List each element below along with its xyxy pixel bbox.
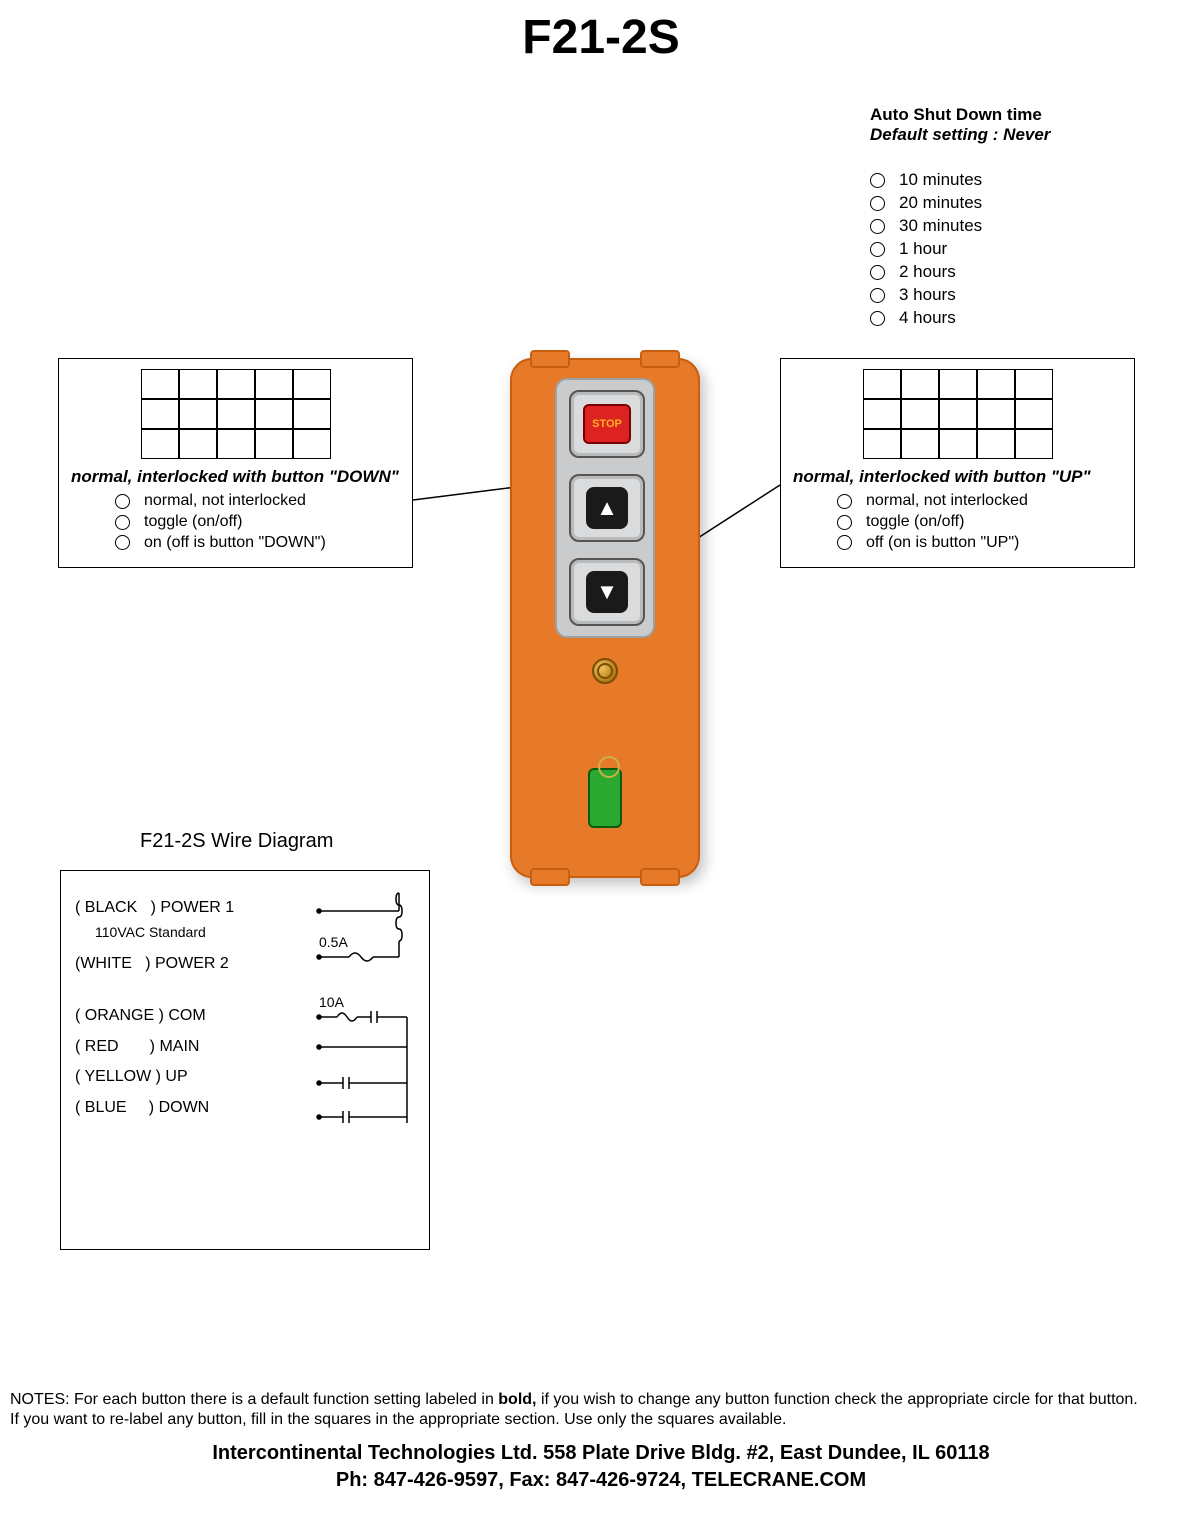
wire-line: (WHITE ) POWER 2 — [75, 949, 234, 979]
up-button[interactable]: ▲ — [569, 474, 645, 542]
mount-tab-icon — [640, 868, 680, 886]
wire-line: ( RED ) MAIN — [75, 1032, 234, 1062]
key-switch[interactable] — [588, 768, 622, 828]
autoshut-opt[interactable]: 2 hours — [870, 261, 1150, 284]
config-opt[interactable]: on (off is button "DOWN") — [115, 533, 400, 554]
wire-schematic-icon: 0.5A 10A — [289, 885, 419, 1145]
config-left-heading: normal, interlocked with button "DOWN" — [71, 467, 400, 487]
config-left-options: normal, not interlocked toggle (on/off) … — [115, 491, 400, 553]
auto-shutdown-heading: Auto Shut Down time — [870, 105, 1150, 125]
label-grid[interactable] — [863, 369, 1053, 459]
fuse-label: 0.5A — [319, 934, 348, 950]
footer-line1: Intercontinental Technologies Ltd. 558 P… — [0, 1440, 1202, 1467]
mount-tab-icon — [640, 350, 680, 368]
button-panel: STOP ▲ ▼ — [555, 378, 655, 638]
stop-button-label: STOP — [583, 404, 631, 444]
config-opt[interactable]: off (on is button "UP") — [837, 533, 1122, 554]
radio-circle-icon[interactable] — [115, 494, 130, 509]
opt-label: 2 hours — [899, 261, 956, 284]
mount-tab-icon — [530, 868, 570, 886]
autoshut-opt[interactable]: 20 minutes — [870, 192, 1150, 215]
footer: Intercontinental Technologies Ltd. 558 P… — [0, 1440, 1202, 1494]
page-title: F21-2S — [0, 10, 1202, 65]
radio-circle-icon[interactable] — [115, 515, 130, 530]
wire-line: ( BLUE ) DOWN — [75, 1093, 234, 1123]
autoshut-opt[interactable]: 3 hours — [870, 284, 1150, 307]
autoshut-opt[interactable]: 1 hour — [870, 238, 1150, 261]
radio-circle-icon[interactable] — [115, 535, 130, 550]
wire-note: 110VAC Standard — [95, 923, 234, 943]
stop-button[interactable]: STOP — [569, 390, 645, 458]
notes-text: NOTES: For each button there is a defaul… — [10, 1390, 1192, 1430]
opt-label: off (on is button "UP") — [866, 533, 1019, 554]
opt-label: 3 hours — [899, 284, 956, 307]
radio-circle-icon[interactable] — [870, 311, 885, 326]
remote-body: STOP ▲ ▼ — [510, 358, 700, 878]
down-button[interactable]: ▼ — [569, 558, 645, 626]
autoshut-opt[interactable]: 10 minutes — [870, 169, 1150, 192]
config-box-down: normal, interlocked with button "DOWN" n… — [58, 358, 413, 568]
arrow-down-icon: ▼ — [586, 571, 628, 613]
radio-circle-icon[interactable] — [870, 173, 885, 188]
radio-circle-icon[interactable] — [870, 242, 885, 257]
footer-line2: Ph: 847-426-9597, Fax: 847-426-9724, TEL… — [0, 1467, 1202, 1494]
radio-circle-icon[interactable] — [837, 515, 852, 530]
remote-illustration: STOP ▲ ▼ — [500, 348, 710, 888]
fuse-label: 10A — [319, 994, 345, 1010]
label-grid[interactable] — [141, 369, 331, 459]
config-opt[interactable]: toggle (on/off) — [837, 512, 1122, 533]
opt-label: 30 minutes — [899, 215, 982, 238]
config-opt[interactable]: toggle (on/off) — [115, 512, 400, 533]
opt-label: normal, not interlocked — [866, 491, 1028, 512]
opt-label: 4 hours — [899, 307, 956, 330]
opt-label: 1 hour — [899, 238, 947, 261]
autoshut-opt[interactable]: 30 minutes — [870, 215, 1150, 238]
wire-line: ( YELLOW ) UP — [75, 1062, 234, 1092]
opt-label: 10 minutes — [899, 169, 982, 192]
wire-line: ( BLACK ) POWER 1 — [75, 893, 234, 923]
opt-label: toggle (on/off) — [144, 512, 242, 533]
radio-circle-icon[interactable] — [837, 535, 852, 550]
opt-label: 20 minutes — [899, 192, 982, 215]
screw-icon — [592, 658, 618, 684]
autoshut-opt[interactable]: 4 hours — [870, 307, 1150, 330]
opt-label: toggle (on/off) — [866, 512, 964, 533]
arrow-up-icon: ▲ — [586, 487, 628, 529]
config-opt[interactable]: normal, not interlocked — [115, 491, 400, 512]
config-right-heading: normal, interlocked with button "UP" — [793, 467, 1122, 487]
wire-line: ( ORANGE ) COM — [75, 1001, 234, 1031]
wire-list: ( BLACK ) POWER 1 110VAC Standard (WHITE… — [75, 893, 234, 1123]
mount-tab-icon — [530, 350, 570, 368]
radio-circle-icon[interactable] — [870, 265, 885, 280]
radio-circle-icon[interactable] — [870, 219, 885, 234]
auto-shutdown-section: Auto Shut Down time Default setting : Ne… — [870, 105, 1150, 330]
radio-circle-icon[interactable] — [837, 494, 852, 509]
auto-shutdown-options: 10 minutes 20 minutes 30 minutes 1 hour … — [870, 169, 1150, 330]
opt-label: normal, not interlocked — [144, 491, 306, 512]
wire-diagram-box: ( BLACK ) POWER 1 110VAC Standard (WHITE… — [60, 870, 430, 1250]
config-opt[interactable]: normal, not interlocked — [837, 491, 1122, 512]
wire-diagram-title: F21-2S Wire Diagram — [140, 830, 333, 853]
auto-shutdown-default: Default setting : Never — [870, 125, 1150, 145]
opt-label: on (off is button "DOWN") — [144, 533, 326, 554]
config-right-options: normal, not interlocked toggle (on/off) … — [837, 491, 1122, 553]
radio-circle-icon[interactable] — [870, 196, 885, 211]
radio-circle-icon[interactable] — [870, 288, 885, 303]
config-box-up: normal, interlocked with button "UP" nor… — [780, 358, 1135, 568]
